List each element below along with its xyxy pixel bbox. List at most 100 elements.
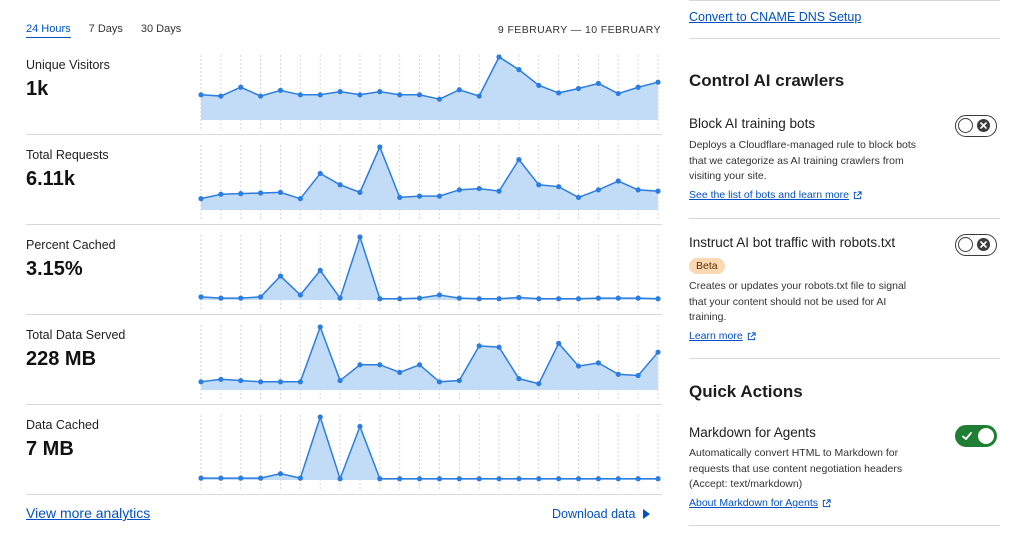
section-title-crawlers: Control AI crawlers xyxy=(689,71,845,90)
time-range-tabs: 24 Hours 7 Days 30 Days xyxy=(26,23,181,38)
data-point xyxy=(277,379,284,385)
data-point xyxy=(317,170,323,177)
date-range: 9 FEBRUARY — 10 FEBRUARY xyxy=(497,24,661,36)
data-point xyxy=(317,414,323,420)
data-point xyxy=(277,87,284,93)
tab-30-days[interactable]: 30 Days xyxy=(140,23,182,35)
series-area xyxy=(201,327,658,390)
metric-label: Unique Visitors xyxy=(26,58,110,72)
data-point xyxy=(317,92,323,98)
data-point xyxy=(377,476,383,482)
data-point xyxy=(536,381,542,387)
data-point xyxy=(635,187,641,193)
data-point xyxy=(357,189,363,195)
sparkline-unique-visitors xyxy=(198,54,661,131)
data-point xyxy=(496,476,502,482)
data-point xyxy=(655,296,661,302)
section-title-quick-actions: Quick Actions xyxy=(689,382,803,401)
view-more-analytics-link[interactable]: View more analytics xyxy=(26,505,151,521)
data-point xyxy=(456,187,462,193)
data-point xyxy=(238,295,244,301)
data-point xyxy=(416,92,423,98)
data-point xyxy=(516,476,522,482)
robots-learn-more-link[interactable]: Learn more xyxy=(689,330,756,342)
toggle-knob xyxy=(958,118,973,133)
data-point xyxy=(238,475,244,481)
data-point xyxy=(595,187,601,193)
data-point xyxy=(575,476,582,482)
data-point xyxy=(436,292,443,298)
data-point xyxy=(635,295,641,301)
convert-cname-link[interactable]: Convert to CNAME DNS Setup xyxy=(689,10,862,24)
data-point xyxy=(397,476,403,482)
data-point xyxy=(337,377,343,384)
tab-7-days[interactable]: 7 Days xyxy=(88,23,123,35)
data-point xyxy=(416,295,423,301)
data-point xyxy=(556,90,562,96)
series-line xyxy=(200,145,659,200)
data-point xyxy=(397,194,403,200)
data-point xyxy=(595,80,601,87)
data-point xyxy=(337,89,343,95)
data-point xyxy=(655,476,661,482)
data-point xyxy=(635,476,641,482)
metric-total-requests: Total Requests 6.11k xyxy=(26,135,662,225)
sparkline-total-requests xyxy=(198,144,661,221)
markdown-about-link[interactable]: About Markdown for Agents xyxy=(689,497,831,509)
data-point xyxy=(575,194,582,200)
data-point xyxy=(198,196,204,202)
data-point xyxy=(456,476,462,482)
data-point xyxy=(456,87,462,93)
markdown-agents-toggle[interactable] xyxy=(955,425,997,447)
data-point xyxy=(218,295,224,301)
data-point xyxy=(516,157,522,163)
external-link-icon xyxy=(822,498,831,507)
sparkline-data-cached xyxy=(198,414,661,491)
metric-label: Percent Cached xyxy=(26,238,116,252)
divider xyxy=(689,218,1000,219)
markdown-about-label: About Markdown for Agents xyxy=(689,497,818,509)
data-point xyxy=(575,363,582,369)
bots-list-link[interactable]: See the list of bots and learn more xyxy=(689,189,862,201)
data-point xyxy=(496,54,502,60)
sparkline-percent-cached xyxy=(198,234,661,311)
data-point xyxy=(297,92,303,98)
bots-list-link-label: See the list of bots and learn more xyxy=(689,189,849,201)
metric-total-data-served: Total Data Served 228 MB xyxy=(26,315,662,405)
data-point xyxy=(476,185,482,192)
data-point xyxy=(476,93,482,99)
data-point xyxy=(615,178,621,184)
data-point xyxy=(556,184,562,190)
data-point xyxy=(377,89,383,95)
block-bots-toggle[interactable] xyxy=(955,115,997,137)
data-point xyxy=(536,182,542,188)
robots-toggle[interactable] xyxy=(955,234,997,256)
data-point xyxy=(516,294,522,301)
data-point xyxy=(516,376,522,382)
beta-badge: Beta xyxy=(689,258,725,274)
data-point xyxy=(377,362,383,368)
data-point xyxy=(357,92,363,98)
download-data-button[interactable]: Download data xyxy=(552,507,651,521)
series-line xyxy=(200,324,659,385)
data-point xyxy=(337,295,343,301)
data-point xyxy=(397,296,403,302)
data-point xyxy=(595,295,601,301)
data-point xyxy=(317,324,323,330)
metric-value: 6.11k xyxy=(26,168,75,190)
data-point xyxy=(655,188,661,194)
data-point xyxy=(198,379,204,385)
data-point xyxy=(416,476,423,482)
data-point xyxy=(377,296,383,302)
data-point xyxy=(476,343,482,349)
data-point xyxy=(496,188,502,194)
series-area xyxy=(201,237,658,300)
data-point xyxy=(516,67,522,73)
data-point xyxy=(397,92,403,98)
tab-24-hours[interactable]: 24 Hours xyxy=(26,23,71,38)
metric-value: 7 MB xyxy=(26,438,74,460)
metric-value: 1k xyxy=(26,78,49,100)
data-point xyxy=(476,296,482,302)
series-line xyxy=(201,414,658,482)
setting-title-block-bots: Block AI training bots xyxy=(689,116,816,131)
